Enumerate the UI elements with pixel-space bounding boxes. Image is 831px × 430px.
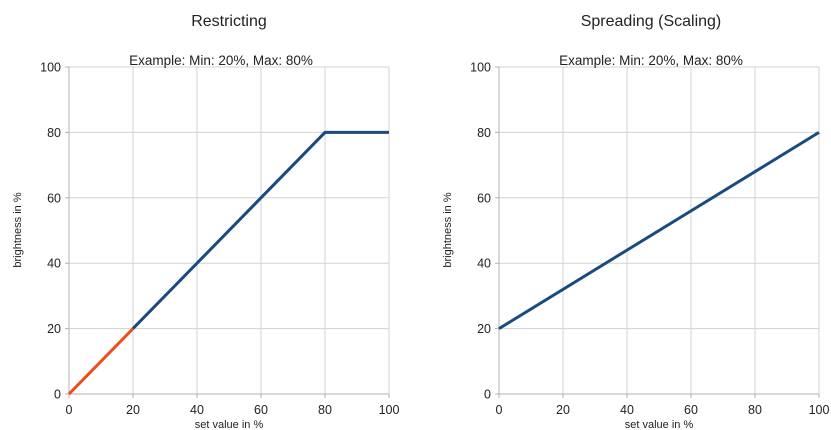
series-line bbox=[67, 327, 135, 396]
x-tick-label: 40 bbox=[190, 403, 204, 417]
chart-restricting: Restricting Example: Min: 20%, Max: 80% … bbox=[12, 13, 399, 430]
x-tick-label: 60 bbox=[254, 403, 268, 417]
tick-labels: 0 20 40 60 80 100 0 20 40 60 80 100 bbox=[40, 61, 399, 418]
y-tick-label: 60 bbox=[477, 191, 491, 205]
x-tick-label: 80 bbox=[748, 403, 762, 417]
y-tick-label: 100 bbox=[470, 61, 491, 75]
grid-lines bbox=[495, 66, 820, 398]
grid-lines bbox=[65, 66, 390, 398]
y-tick-label: 40 bbox=[47, 257, 61, 271]
chart-spreading: Spreading (Scaling) Example: Min: 20%, M… bbox=[442, 13, 829, 430]
y-tick-label: 80 bbox=[47, 126, 61, 140]
chart-title: Restricting bbox=[191, 13, 267, 30]
y-tick-label: 100 bbox=[40, 61, 61, 75]
x-tick-label: 80 bbox=[318, 403, 332, 417]
y-axis-label: brightness in % bbox=[12, 192, 24, 267]
chart-subtitle: Example: Min: 20%, Max: 80% bbox=[559, 53, 743, 68]
x-tick-label: 40 bbox=[620, 403, 634, 417]
chart-subtitle: Example: Min: 20%, Max: 80% bbox=[129, 53, 313, 68]
tick-labels: 0 20 40 60 80 100 0 20 40 60 80 100 bbox=[470, 61, 829, 418]
x-axis-label: set value in % bbox=[195, 419, 264, 430]
y-tick-label: 20 bbox=[47, 322, 61, 336]
series-line bbox=[498, 131, 820, 330]
x-tick-label: 20 bbox=[556, 403, 570, 417]
x-axis-label: set value in % bbox=[625, 419, 694, 430]
series-line bbox=[131, 130, 389, 330]
x-tick-label: 60 bbox=[684, 403, 698, 417]
x-tick-label: 20 bbox=[126, 403, 140, 417]
series-lines bbox=[67, 130, 389, 396]
series-lines bbox=[498, 131, 820, 330]
chart-title: Spreading (Scaling) bbox=[581, 13, 722, 30]
y-tick-label: 80 bbox=[477, 126, 491, 140]
y-axis-label: brightness in % bbox=[442, 192, 454, 267]
x-tick-label: 100 bbox=[379, 403, 400, 417]
y-tick-label: 60 bbox=[47, 191, 61, 205]
x-tick-label: 0 bbox=[496, 403, 503, 417]
y-tick-label: 0 bbox=[54, 388, 61, 402]
y-tick-label: 40 bbox=[477, 257, 491, 271]
x-tick-label: 0 bbox=[66, 403, 73, 417]
x-tick-label: 100 bbox=[809, 403, 830, 417]
y-tick-label: 0 bbox=[484, 388, 491, 402]
y-tick-label: 20 bbox=[477, 322, 491, 336]
